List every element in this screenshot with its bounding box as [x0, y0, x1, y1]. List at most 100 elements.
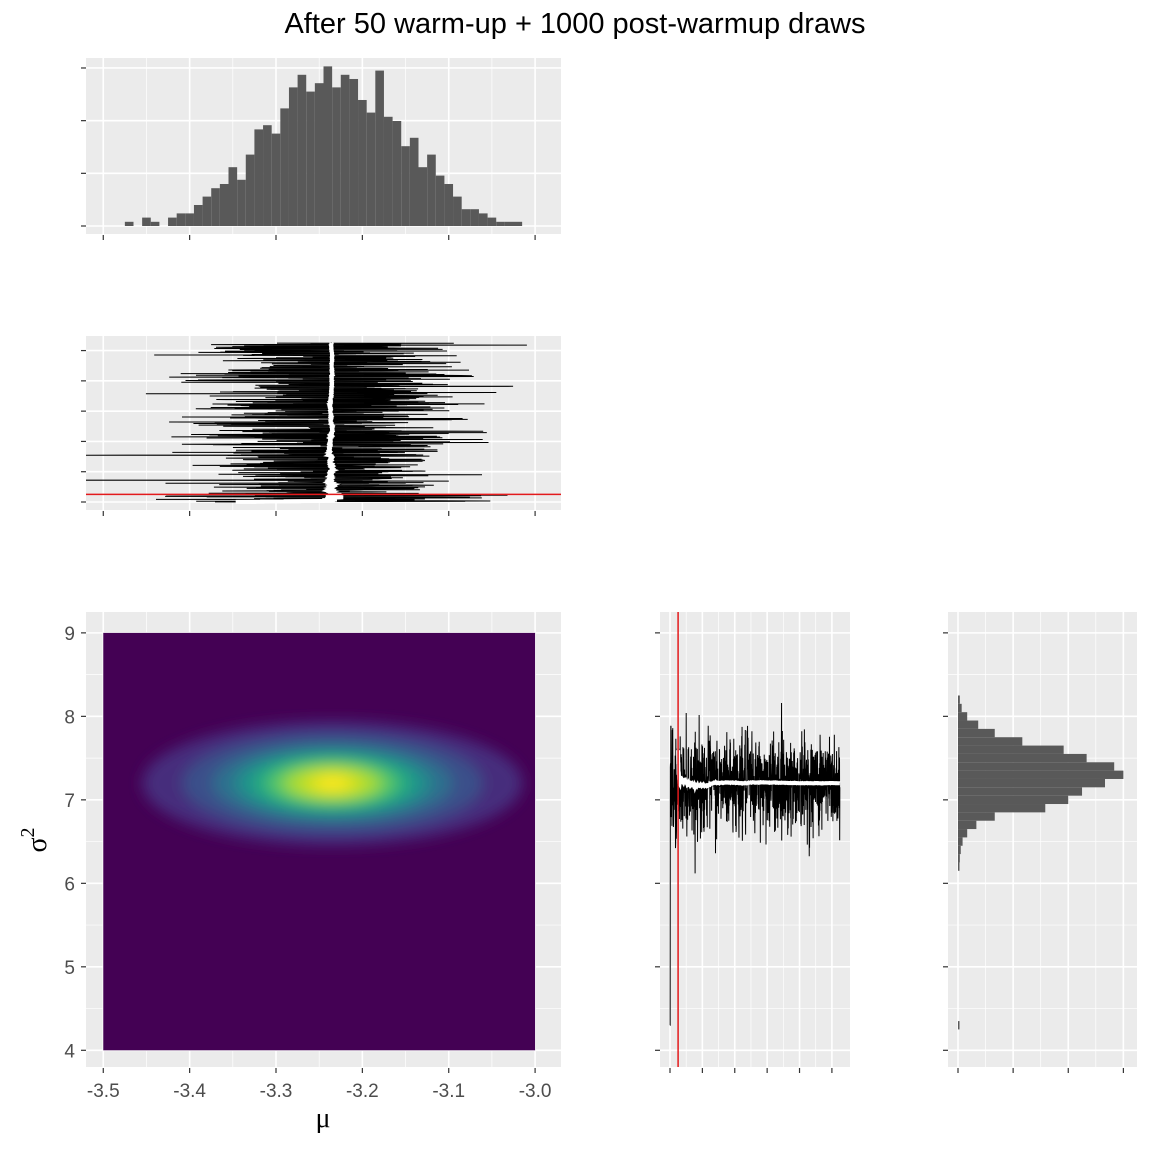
sigma2-trace-background [660, 612, 850, 1067]
y-tick-label: 5 [64, 958, 75, 979]
x-tick-label: -3.4 [173, 1081, 206, 1102]
mu-histogram-bar [349, 78, 359, 226]
mu-histogram-bar [401, 146, 410, 226]
sigma2-running-mean-line [676, 750, 841, 794]
mu-histogram-bar [211, 188, 220, 226]
mu-histogram-bars [124, 66, 523, 227]
mu-histogram-ticks [81, 67, 536, 240]
x-tick-label: -3.0 [519, 1081, 552, 1102]
mu-histogram-bar [288, 87, 298, 226]
mu-histogram-bar [444, 183, 454, 226]
mu-histogram-bar [323, 66, 333, 226]
sigma2-histogram-bar [958, 787, 1083, 796]
mu-histogram-bar [254, 129, 264, 226]
mu-histogram-bar [168, 217, 177, 226]
sigma2-histogram-ticks [943, 632, 1124, 1073]
mu-histogram-bar [383, 116, 393, 226]
sigma2-histogram-bar [958, 837, 963, 846]
y-axis-title-superscript: 2 [17, 827, 39, 837]
figure-title: After 50 warm-up + 1000 post-warmup draw… [284, 8, 865, 40]
mu-histogram-bar [280, 108, 289, 226]
y-axis-title-symbol: σ [22, 837, 53, 852]
mu-histogram-bar [271, 133, 281, 226]
mu-histogram-bar [470, 209, 479, 226]
mu-histogram-bar [409, 137, 419, 226]
sigma2-histogram-bar [958, 829, 968, 838]
x-axis-title: μ [315, 1103, 330, 1134]
mu-histogram-bar [263, 125, 272, 226]
x-tick-label: -3.5 [87, 1081, 120, 1102]
mu-histogram-bar [237, 179, 246, 226]
sigma2-histogram-bar [958, 845, 961, 855]
mu-histogram-bar [358, 99, 367, 226]
sigma2-histogram-bar [958, 820, 977, 830]
mu-trace-panel [81, 336, 561, 516]
mu-histogram-bar [392, 120, 402, 226]
sigma2-histogram-bar [958, 695, 960, 704]
mu-histogram-bar [228, 167, 238, 226]
sigma2-histogram-bar [958, 770, 1124, 779]
mu-histogram-bar [453, 196, 462, 226]
mu-histogram-bar [150, 221, 160, 226]
mu-trace-ticks [81, 349, 536, 516]
sigma2-histogram-bar [958, 703, 962, 713]
mu-histogram-bar [176, 213, 186, 226]
sigma2-histogram-bar [958, 720, 979, 729]
y-tick-label: 8 [64, 707, 75, 728]
density-contour-layer [316, 776, 349, 791]
mu-histogram-bar [435, 175, 445, 226]
joint-density-panel: -3.5 -3.4 -3.3 -3.2 -3.1 -3.0 4 5 6 7 8 9 μ σ2 [17, 612, 561, 1134]
mu-histogram-bar [306, 91, 315, 227]
y-tick-label: 4 [64, 1041, 75, 1062]
sigma2-histogram-bar [958, 778, 1106, 788]
sigma2-histogram-bar [958, 728, 995, 738]
mu-histogram-bar [297, 74, 307, 226]
sigma2-histogram-bar [958, 862, 960, 871]
y-tick-label: 9 [64, 624, 75, 645]
sigma2-histogram-bar [958, 745, 1064, 754]
sigma2-histogram-panel [943, 612, 1137, 1073]
mu-histogram-bar [375, 70, 384, 226]
mu-histogram-bar [340, 74, 350, 226]
sigma2-histogram-background [948, 612, 1137, 1067]
y-axis-title-group: σ2 [17, 827, 53, 852]
mu-histogram-bar [478, 213, 488, 226]
mu-histogram-bar [314, 83, 324, 226]
sigma2-histogram-bar [958, 753, 1087, 763]
sigma2-histogram-bar [958, 737, 1023, 746]
mu-histogram-bar [124, 221, 134, 226]
mu-histogram-bar [332, 87, 341, 226]
mu-histogram-bar [366, 112, 376, 226]
mu-histogram-bar [487, 217, 497, 226]
y-axis-title: σ2 [17, 827, 53, 852]
sigma2-trace-line [669, 702, 841, 1026]
mu-histogram-bar [418, 167, 428, 226]
mu-histogram-bar [185, 213, 194, 226]
y-tick-label: 7 [64, 791, 75, 812]
x-tick-label: -3.1 [432, 1081, 465, 1102]
sigma2-histogram-bar [958, 804, 1046, 813]
mu-histogram-bar [193, 204, 203, 226]
mu-histogram-panel [81, 58, 561, 240]
mu-histogram-bar [504, 221, 514, 226]
mu-histogram-bar [427, 154, 436, 226]
mu-histogram-bar [513, 221, 523, 226]
sigma2-histogram-bar [958, 712, 968, 721]
mu-running-mean-line [235, 342, 344, 504]
sigma2-histogram-bar [958, 812, 995, 821]
x-tick-label: -3.2 [346, 1081, 379, 1102]
mu-histogram-bar [245, 154, 255, 226]
sigma2-trace-ticks [655, 632, 833, 1073]
sigma2-histogram-bar [958, 762, 1115, 771]
joint-density-heat [142, 721, 523, 846]
joint-density-x-axis: -3.5 -3.4 -3.3 -3.2 -3.1 -3.0 [87, 1068, 552, 1102]
sigma2-histogram-bars [958, 695, 1124, 1030]
sigma2-trace-panel [655, 612, 850, 1073]
mu-histogram-bar [219, 183, 229, 226]
x-tick-label: -3.3 [260, 1081, 293, 1102]
mu-histogram-bar [142, 217, 151, 226]
sigma2-histogram-bar [958, 795, 1069, 805]
joint-density-y-axis: 4 5 6 7 8 9 [64, 624, 86, 1062]
sigma2-histogram-bar [958, 854, 960, 863]
